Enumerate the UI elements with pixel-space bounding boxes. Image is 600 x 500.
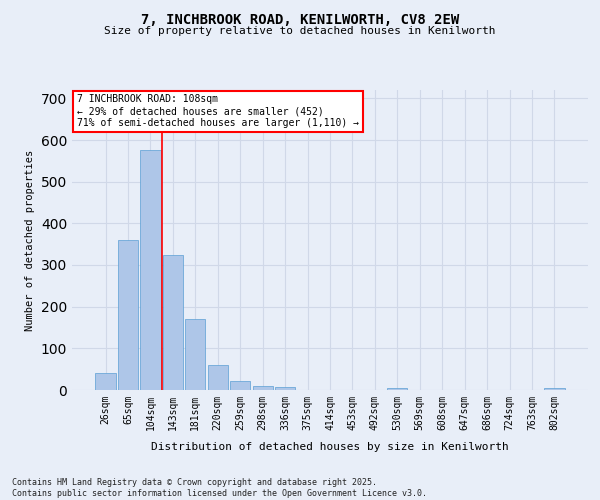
Bar (230, 381, 250, 390)
Bar (163, 254, 183, 390)
Bar (275, 387, 295, 390)
Bar (544, 388, 565, 390)
Bar (253, 386, 273, 390)
Y-axis label: Number of detached properties: Number of detached properties (25, 150, 35, 330)
Text: 7, INCHBROOK ROAD, KENILWORTH, CV8 2EW: 7, INCHBROOK ROAD, KENILWORTH, CV8 2EW (141, 12, 459, 26)
Text: Distribution of detached houses by size in Kenilworth: Distribution of detached houses by size … (151, 442, 509, 452)
Bar (208, 365, 228, 390)
Text: Size of property relative to detached houses in Kenilworth: Size of property relative to detached ho… (104, 26, 496, 36)
Text: Contains HM Land Registry data © Crown copyright and database right 2025.
Contai: Contains HM Land Registry data © Crown c… (12, 478, 427, 498)
Bar (387, 388, 407, 390)
Text: 7 INCHBROOK ROAD: 108sqm
← 29% of detached houses are smaller (452)
71% of semi-: 7 INCHBROOK ROAD: 108sqm ← 29% of detach… (77, 94, 359, 128)
Bar (140, 150, 161, 390)
Bar (95, 374, 116, 390)
Bar (118, 240, 138, 390)
Bar (185, 319, 205, 390)
